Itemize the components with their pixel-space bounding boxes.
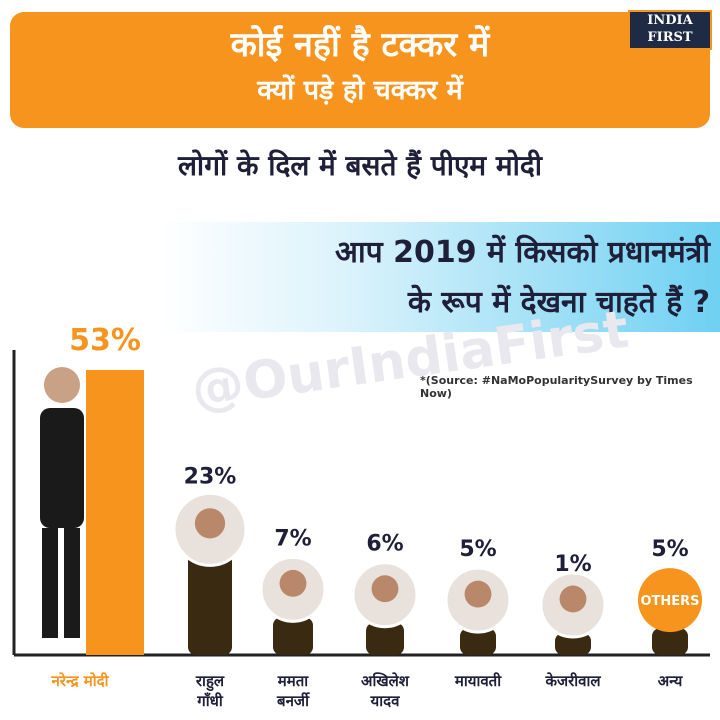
bar-1 [86,370,144,655]
category-label-4-1: अखिलेश [361,672,410,690]
category-label-6-1: केजरीवाल [544,672,601,690]
category-label-3-1: ममता [277,672,309,690]
subtitle: लोगों के दिल में बसते हैं पीएम मोदी [177,149,543,182]
leader-figure-leg-left [42,528,58,638]
value-label-1: 53% [69,323,141,358]
value-label-4: 6% [366,532,403,557]
bar-7 [652,628,688,655]
source-note: *(Source: #NaMoPopularitySurvey by Times… [420,374,693,400]
bar-5 [460,628,496,655]
value-label-2: 23% [184,464,237,489]
india-first-logo: INDIA FIRST [628,10,712,50]
bar-4 [366,622,404,655]
leader-figure-body [40,408,84,528]
portrait-face-3 [279,569,307,597]
category-label-2-2: गाँधी [196,692,224,710]
category-label-4-2: यादव [370,692,401,710]
category-label-3-2: बनर्जी [276,692,310,710]
category-label-5-1: मायावती [454,672,502,690]
question-line2: के रूप में देखना चाहते हैं ? [407,285,710,320]
others-badge-circle [638,568,702,633]
portrait-face-6 [559,585,587,613]
category-label-7-1: अन्य [658,672,684,690]
question-line1: आप 2019 में किसको प्रधानमंत्री [334,235,710,270]
leader-figure-head [44,367,80,403]
value-label-6: 1% [554,552,591,577]
others-badge-label: OTHERS [640,594,699,609]
leader-figure-leg-right [64,528,80,638]
logo-line1: INDIA [647,13,693,28]
portrait-face-4 [371,575,399,603]
headline-line2: क्यों पड़े हो चक्कर में [257,75,463,106]
logo-line2: FIRST [647,30,693,45]
value-label-7: 5% [651,537,688,562]
headline-line1: कोई नहीं है टक्कर में [230,25,490,65]
portrait-face-2 [194,508,226,539]
category-label-2-1: राहुल [195,672,225,692]
bar-3 [273,617,313,655]
category-label-1-1: नरेन्द्र मोदी [51,672,110,690]
title-banner [10,12,710,128]
value-label-3: 7% [274,526,311,551]
portrait-face-5 [464,580,492,608]
bar-6 [555,633,591,655]
value-label-5: 5% [459,537,496,562]
question-band [160,222,720,332]
